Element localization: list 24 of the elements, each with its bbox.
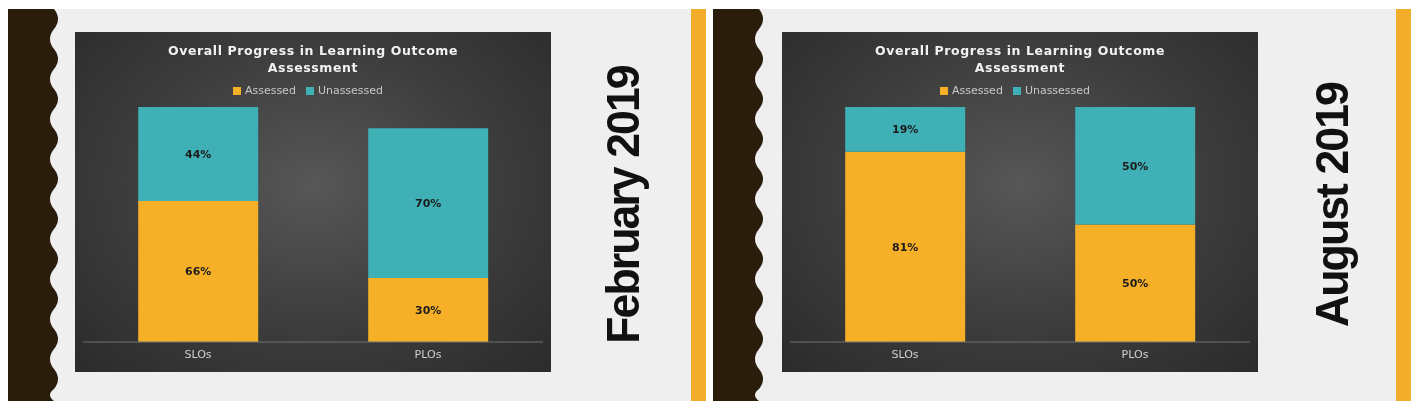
x-tick-label: SLOs (184, 347, 212, 361)
data-label: 50% (1122, 159, 1149, 173)
bar (138, 107, 259, 201)
bar (138, 201, 259, 342)
data-label: 66% (185, 265, 212, 279)
chart-title: Overall Progress in Learning Outcome Assessment (874, 43, 1166, 75)
x-tick-label: PLOs (1121, 347, 1149, 361)
data-label: 70% (415, 197, 442, 211)
legend-label: Unassessed (1024, 84, 1091, 97)
bar (368, 128, 489, 278)
chart-title: Overall Progress in Learning Outcome Assessment (167, 43, 459, 75)
data-label: 44% (185, 147, 212, 161)
x-tick-label: PLOs (414, 347, 442, 361)
data-label: 19% (892, 123, 919, 137)
text: August 2019 (1306, 83, 1358, 327)
legend-label: Assessed (951, 84, 1003, 97)
data-label: 81% (892, 240, 919, 254)
bar (368, 277, 489, 342)
legend-label: Unassessed (317, 84, 384, 97)
data-label: 50% (1122, 277, 1149, 291)
legend-label: Assessed (244, 84, 296, 97)
text: February 2019 (597, 66, 649, 344)
x-tick-label: SLOs (891, 347, 919, 361)
data-label: 30% (415, 303, 442, 317)
